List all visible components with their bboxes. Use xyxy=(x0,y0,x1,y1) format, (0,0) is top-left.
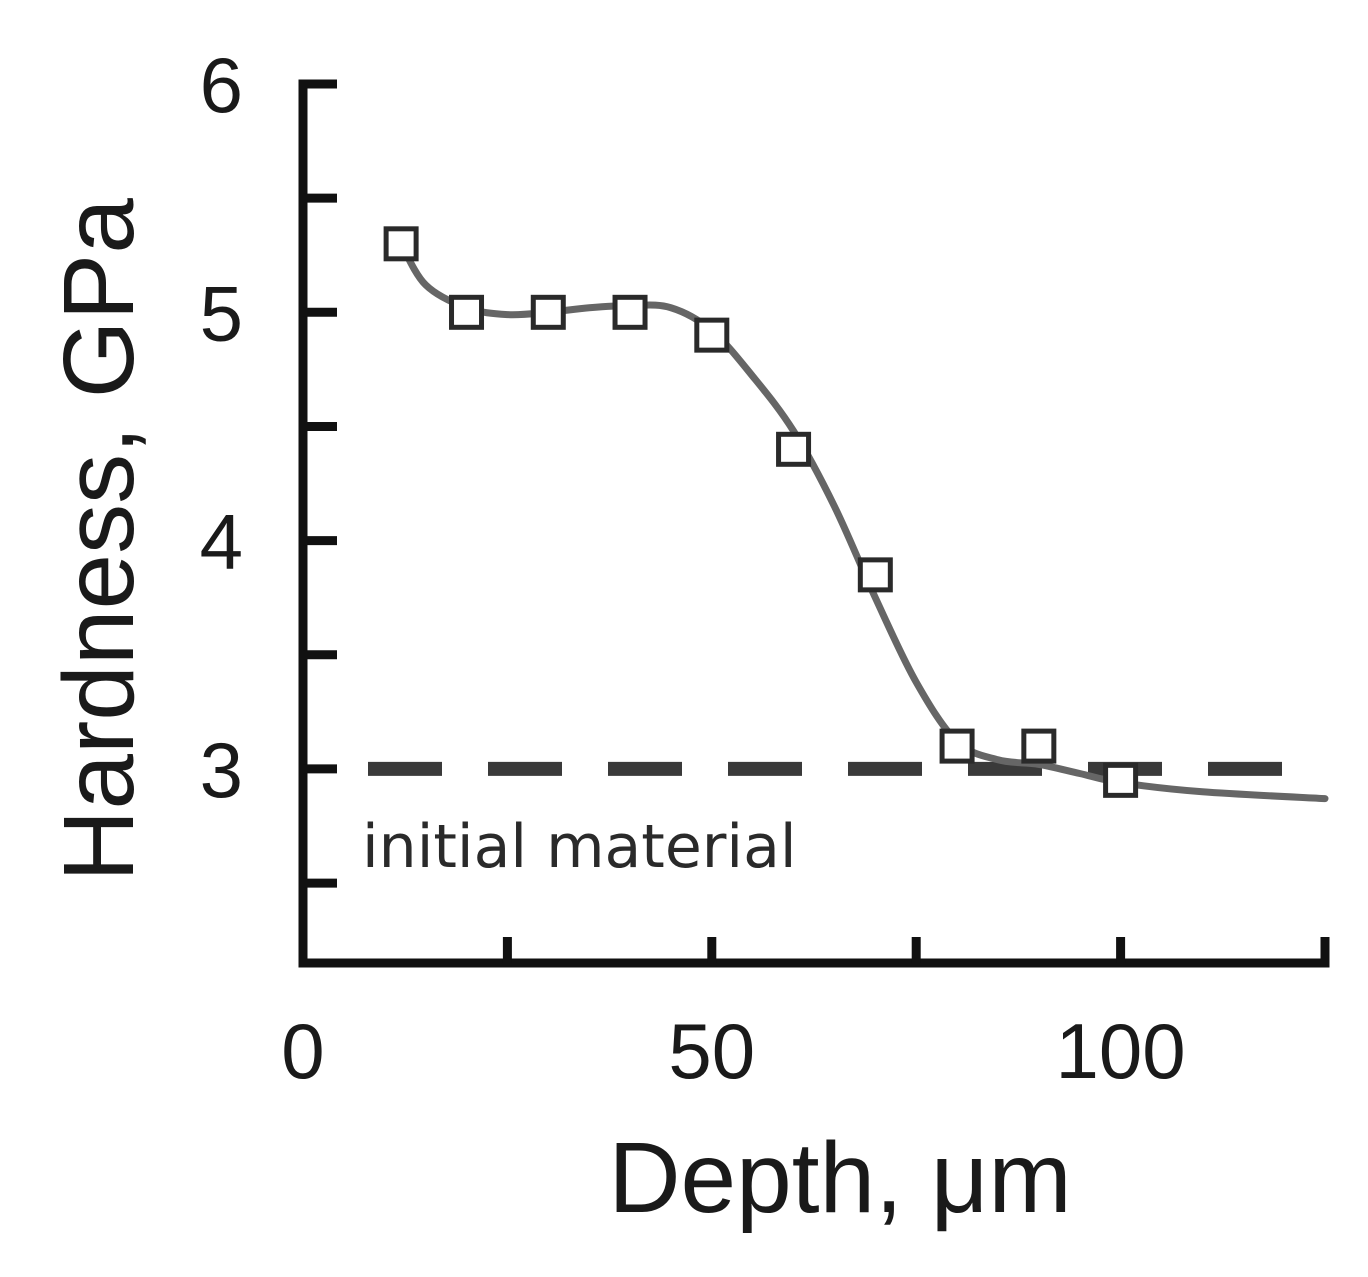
data-markers xyxy=(383,226,1139,798)
data-point-marker xyxy=(612,294,648,330)
initial-material-label: initial material xyxy=(362,812,797,882)
data-point-marker xyxy=(1103,762,1139,798)
x-tick-label: 100 xyxy=(1056,1007,1186,1095)
data-point-marker xyxy=(530,294,566,330)
y-tick-label: 4 xyxy=(200,498,243,586)
data-point-marker xyxy=(857,557,893,593)
x-tick-label: 50 xyxy=(668,1007,755,1095)
y-tick-label: 3 xyxy=(200,726,243,814)
data-point-marker xyxy=(449,294,485,330)
y-tick-label: 6 xyxy=(200,41,243,129)
data-point-marker xyxy=(1021,728,1057,764)
data-point-marker xyxy=(776,431,812,467)
y-axis-tick-labels: 3 4 5 6 xyxy=(200,41,243,814)
data-point-marker xyxy=(939,728,975,764)
x-axis-title: Depth, μm xyxy=(608,1122,1071,1234)
x-axis-tick-labels: 0 50 100 xyxy=(281,1007,1185,1095)
x-axis-ticks xyxy=(298,937,1330,963)
y-tick-label: 5 xyxy=(200,269,243,357)
x-tick-label: 0 xyxy=(281,1007,324,1095)
data-point-marker xyxy=(383,226,419,262)
axes xyxy=(298,79,1330,968)
y-axis-ticks xyxy=(303,79,337,888)
y-axis-title: Hardness, GPa xyxy=(43,198,155,882)
data-point-marker xyxy=(694,317,730,353)
